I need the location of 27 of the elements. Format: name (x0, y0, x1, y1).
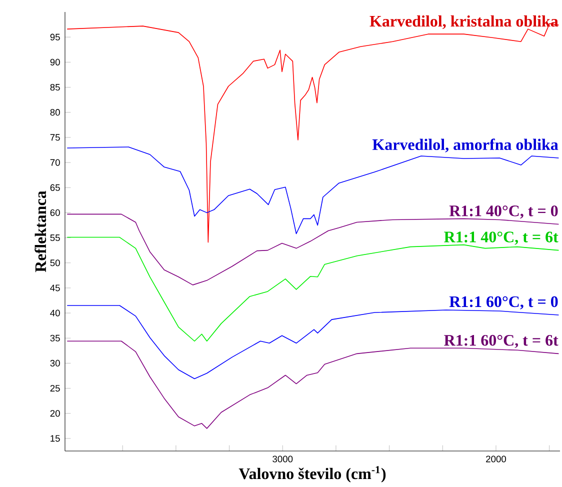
x-tick-label: 2000 (486, 456, 506, 462)
y-tick-label: 20 (50, 410, 60, 417)
y-tick-label: 90 (50, 58, 60, 66)
y-tick-label: 55 (50, 234, 60, 242)
series-label: R1:1 40°C, t = 0 (449, 205, 558, 219)
y-tick-label: 15 (50, 435, 60, 442)
y-tick-label: 60 (50, 209, 60, 216)
series-label: R1:1 60°C, t = 6t (444, 334, 558, 348)
y-tick-label: 70 (50, 159, 60, 166)
y-tick-label: 25 (50, 384, 60, 392)
y-tick-label: 85 (50, 84, 60, 91)
y-tick-label: 95 (50, 34, 60, 40)
y-tick-label: 35 (50, 334, 60, 342)
y-tick-label: 80 (50, 109, 60, 116)
series-label: R1:1 60°C, t = 0 (449, 296, 558, 310)
y-axis-title: Reflektanca (34, 190, 46, 272)
y-tick-label: 75 (50, 134, 60, 141)
x-tick-label: 3000 (272, 456, 293, 462)
y-tick-label: 30 (50, 360, 60, 366)
series-label: Karvedilol, amorfna oblika (372, 138, 558, 152)
x-axis-title: Valovno število (cm$^{-1}$) (238, 466, 386, 482)
y-tick-label: 50 (50, 260, 60, 266)
y-tick-label: 45 (50, 284, 60, 292)
y-tick-label: 40 (50, 310, 60, 316)
y-tick-label: 65 (50, 184, 60, 191)
series-label: Karvedilol, kristalna oblika (370, 15, 558, 29)
series-label: R1:1 40°C, t = 6t (444, 232, 558, 245)
